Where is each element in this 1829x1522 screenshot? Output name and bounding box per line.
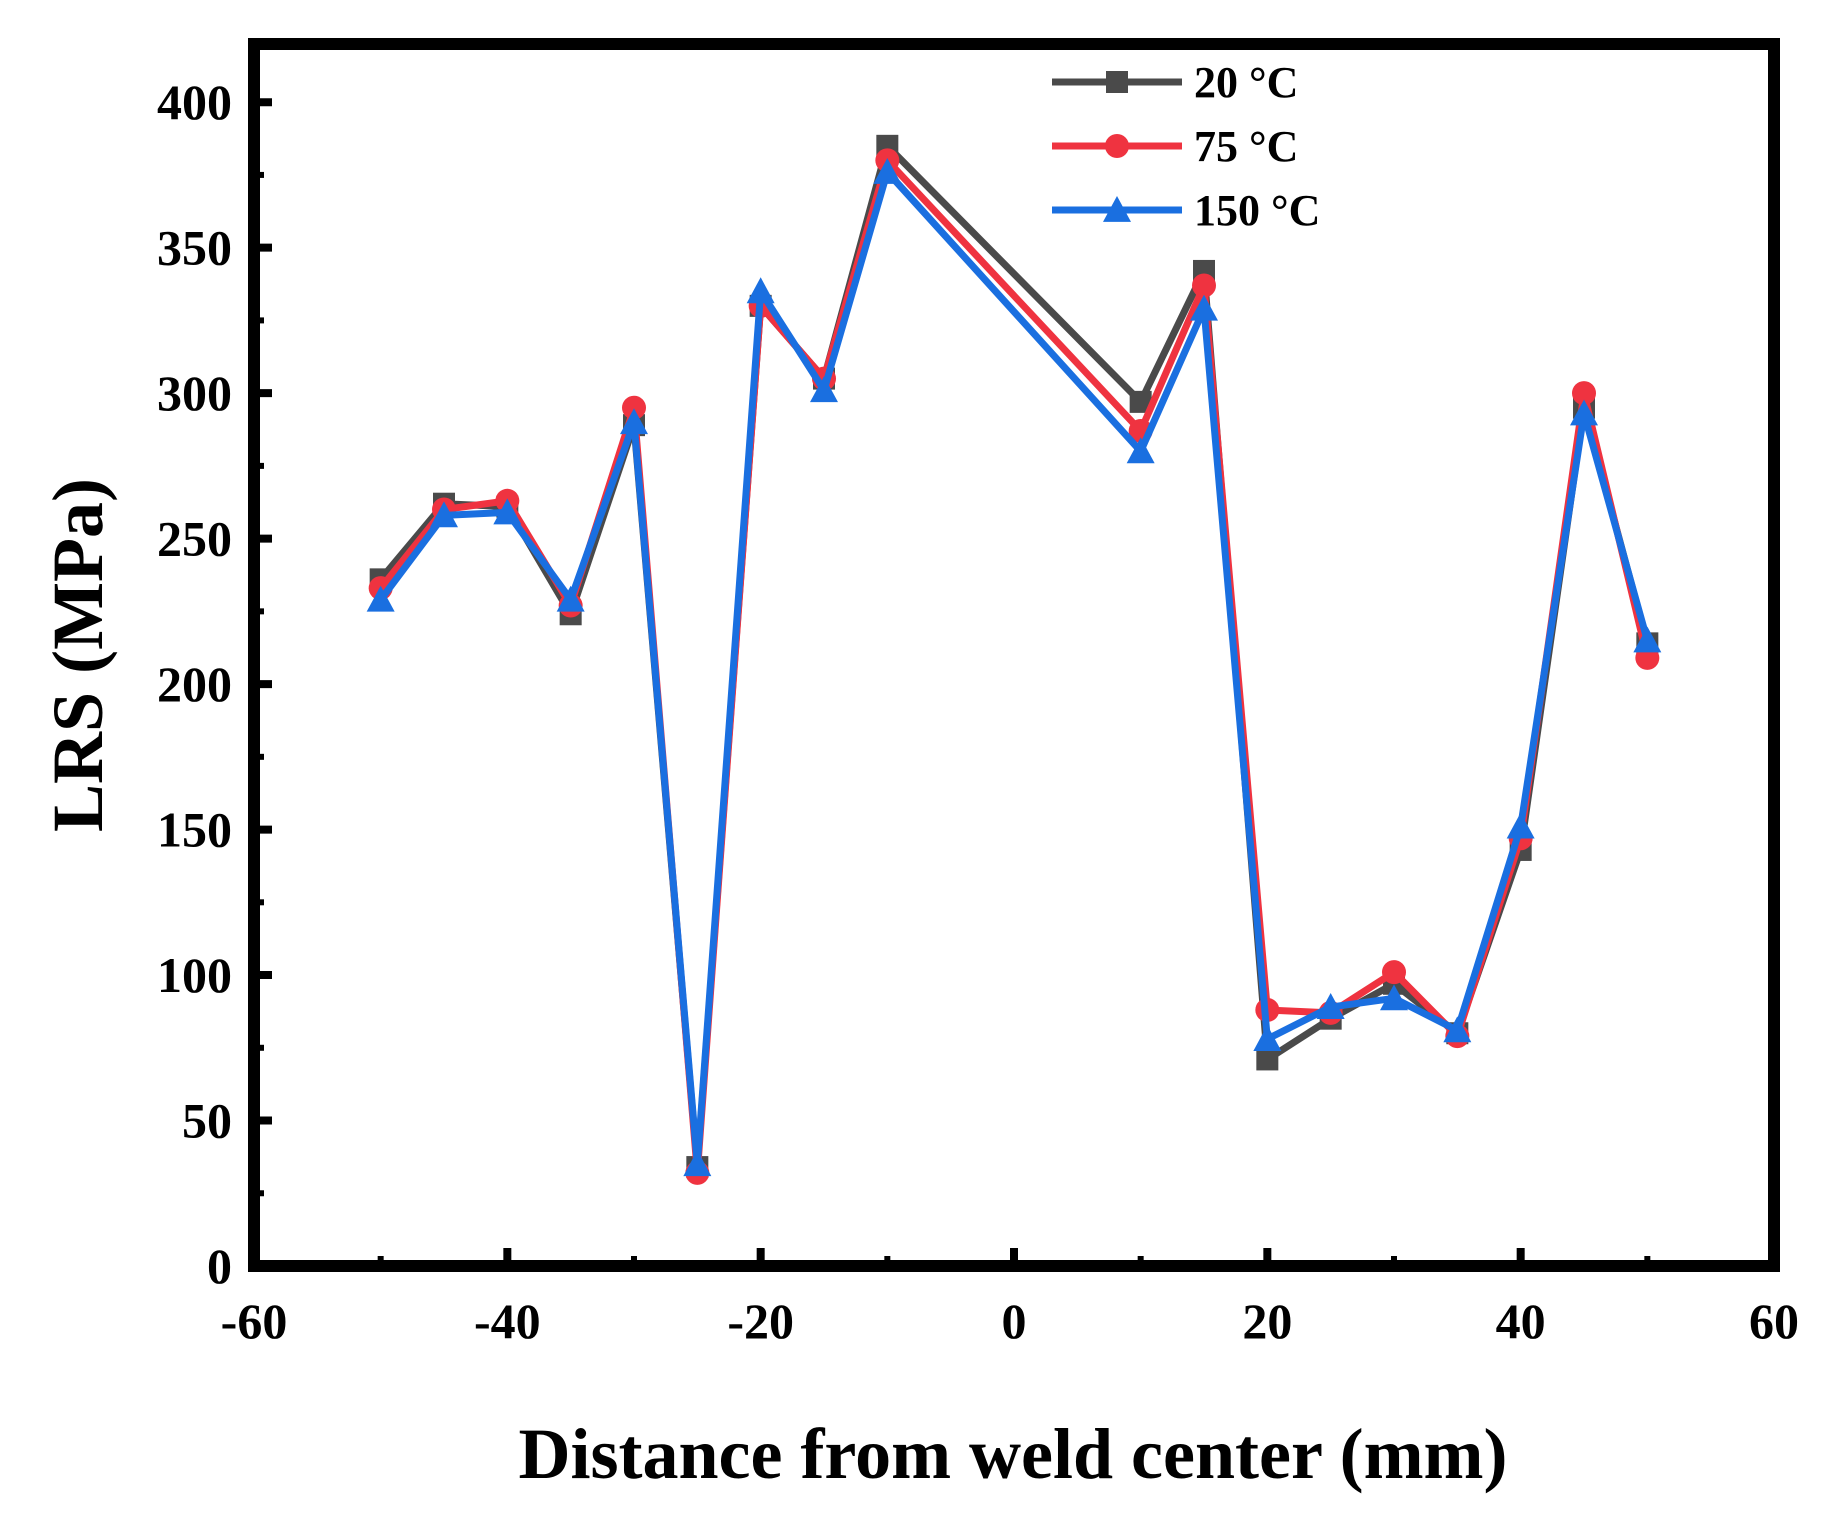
data-point	[1570, 399, 1598, 426]
legend-item: 20 °C	[1052, 58, 1298, 107]
data-point	[1253, 1025, 1282, 1051]
x-tick-label: 0	[1002, 1293, 1027, 1349]
data-point	[1380, 984, 1408, 1011]
legend-label: 75 °C	[1194, 122, 1298, 171]
y-tick-label: 350	[157, 220, 232, 276]
data-point	[1382, 960, 1406, 985]
x-tick-label: -40	[474, 1293, 541, 1349]
x-tick-label: 60	[1749, 1293, 1799, 1349]
data-point	[620, 408, 648, 435]
legend-marker	[1105, 134, 1129, 158]
y-tick-label: 0	[207, 1238, 232, 1294]
data-point	[493, 498, 522, 525]
legend-label: 150 °C	[1194, 186, 1320, 235]
data-point	[683, 1150, 712, 1177]
data-point	[1190, 294, 1218, 321]
y-tick-label: 400	[157, 74, 232, 130]
data-point	[1443, 1016, 1472, 1043]
data-point	[1572, 381, 1596, 406]
y-tick-label: 100	[157, 947, 232, 1003]
y-tick-label: 200	[157, 656, 232, 712]
y-tick-label: 300	[157, 365, 232, 421]
series-3	[366, 158, 1662, 1177]
legend-label: 20 °C	[1194, 58, 1298, 107]
data-point	[746, 277, 775, 304]
data-point	[430, 501, 458, 528]
data-point	[1192, 273, 1216, 298]
series-2	[368, 148, 1660, 1185]
data-point	[1126, 437, 1155, 464]
data-point	[1506, 812, 1535, 839]
legend-item: 150 °C	[1052, 186, 1320, 235]
data-point	[1129, 390, 1152, 413]
legend-item: 75 °C	[1052, 122, 1298, 171]
axis-ticks: -60 -40 -20 0 20 40 60 0 50 100 150 200 250 300 350 400	[157, 74, 1799, 1349]
y-tick-label: 150	[157, 802, 232, 858]
data-point	[873, 158, 902, 184]
x-tick-label: -20	[727, 1293, 794, 1349]
legend: 20 °C 75 °C 150 °C	[1052, 58, 1320, 235]
legend-marker	[1106, 71, 1128, 93]
data-point	[556, 585, 585, 612]
data-point	[366, 585, 395, 612]
data-point	[622, 395, 646, 420]
x-axis-title: Distance from weld center (mm)	[518, 1414, 1507, 1494]
series-layer	[366, 134, 1662, 1185]
x-tick-label: 40	[1496, 1293, 1546, 1349]
y-tick-label: 50	[182, 1093, 232, 1149]
y-tick-label: 250	[157, 511, 232, 567]
data-point	[810, 376, 838, 403]
legend-marker	[1103, 196, 1131, 222]
data-point	[1633, 626, 1662, 653]
data-point	[1256, 1048, 1279, 1071]
x-tick-label: 20	[1242, 1293, 1292, 1349]
series-line	[377, 168, 1651, 1168]
data-point	[1316, 993, 1345, 1019]
y-axis-title: LRS (MPa)	[38, 478, 118, 832]
x-tick-label: -60	[221, 1293, 288, 1349]
